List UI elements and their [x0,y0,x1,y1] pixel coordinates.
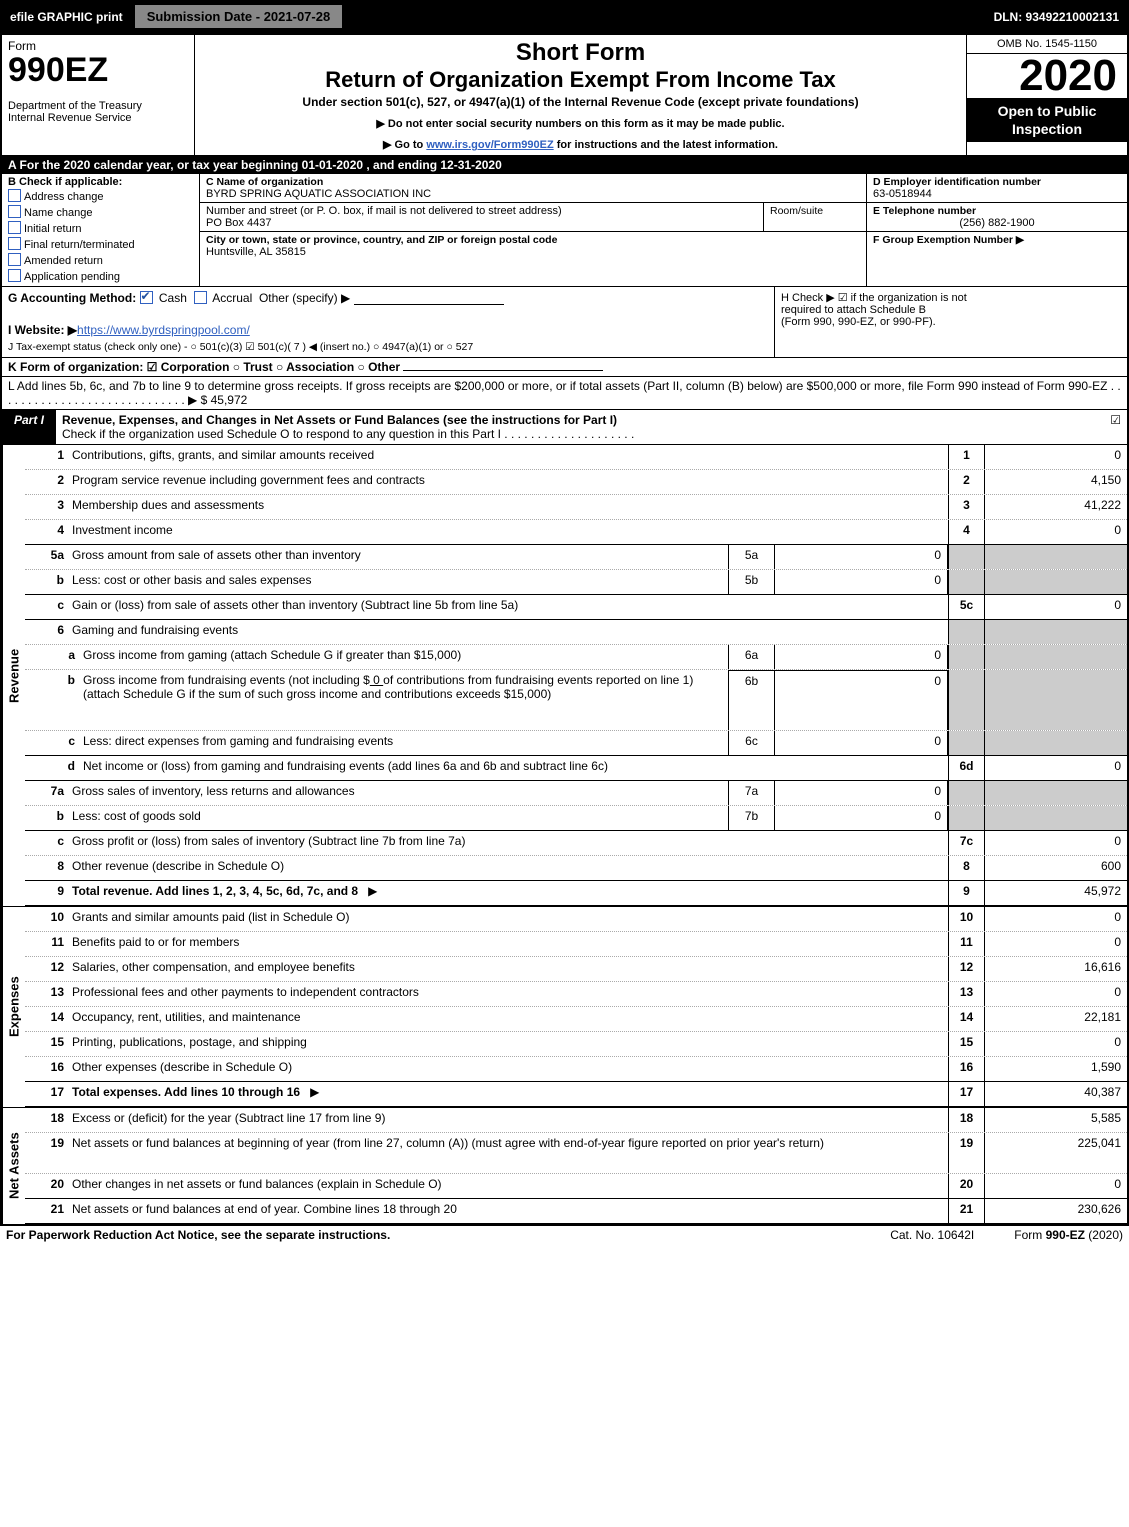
val-9: 45,972 [985,881,1127,905]
val-1: 0 [985,445,1127,469]
efile-label: efile GRAPHIC print [0,6,133,28]
chk-cash[interactable] [140,291,153,304]
sv-6a: 0 [775,645,948,669]
title-return: Return of Organization Exempt From Incom… [201,67,960,93]
val-19: 225,041 [985,1133,1127,1173]
goto-line: ▶ Go to www.irs.gov/Form990EZ for instru… [201,138,960,151]
vtab-netassets: Net Assets [2,1108,25,1224]
room-label: Room/suite [770,205,823,217]
sv-6c: 0 [775,731,948,755]
title-short-form: Short Form [201,39,960,67]
l-gross-receipts: L Add lines 5b, 6c, and 7b to line 9 to … [2,377,1127,410]
chk-amended[interactable] [8,253,21,266]
vtab-expenses: Expenses [2,907,25,1107]
submission-date: Submission Date - 2021-07-28 [133,3,345,30]
f-group-label: F Group Exemption Number ▶ [873,234,1121,246]
section-h: H Check ▶ ☑ if the organization is not r… [774,287,1127,357]
website-link[interactable]: https://www.byrdspringpool.com/ [77,323,250,337]
val-10: 0 [985,907,1127,931]
val-21: 230,626 [985,1199,1127,1223]
i-website-label: I Website: ▶ [8,323,77,337]
tax-year: 2020 [967,54,1127,98]
sv-6b: 0 [775,670,948,730]
org-name: BYRD SPRING AQUATIC ASSOCIATION INC [206,188,860,200]
val-6d: 0 [985,756,1127,780]
header-left: Form 990EZ Department of the Treasury In… [2,35,195,155]
header-mid: Short Form Return of Organization Exempt… [195,35,966,155]
l-val: 45,972 [211,393,248,407]
val-12: 16,616 [985,957,1127,981]
section-def: D Employer identification number 63-0518… [866,174,1127,286]
g-accounting: G Accounting Method: Cash Accrual Other … [8,291,768,305]
val-13: 0 [985,982,1127,1006]
vtab-revenue: Revenue [2,445,25,906]
val-14: 22,181 [985,1007,1127,1031]
val-5c: 0 [985,595,1127,619]
sv-5a: 0 [775,545,948,569]
top-bar: efile GRAPHIC print Submission Date - 20… [0,0,1129,33]
h-line1: H Check ▶ ☑ if the organization is not [781,291,1121,304]
val-8: 600 [985,856,1127,880]
chk-accrual[interactable] [194,291,207,304]
chk-name-change[interactable] [8,205,21,218]
cat-no: Cat. No. 10642I [850,1228,1014,1242]
val-4: 0 [985,520,1127,544]
val-17: 40,387 [985,1082,1127,1106]
department-label: Department of the Treasury Internal Reve… [8,100,188,124]
c-city-label: City or town, state or province, country… [206,234,860,246]
section-b: B Check if applicable: Address change Na… [2,174,200,286]
b-label: B Check if applicable: [8,176,193,188]
section-g-i-j-h: G Accounting Method: Cash Accrual Other … [2,287,1127,358]
part1-check: ☑ [1085,410,1127,444]
val-16: 1,590 [985,1057,1127,1081]
chk-address-change[interactable] [8,189,21,202]
entity-block: B Check if applicable: Address change Na… [2,174,1127,287]
form-footer: Form 990-EZ (2020) [1014,1228,1123,1242]
form-number: 990EZ [8,51,188,90]
e-phone-label: E Telephone number [873,205,1121,217]
form-header: Form 990EZ Department of the Treasury In… [2,35,1127,156]
open-public-badge: Open to Public Inspection [967,98,1127,142]
sv-7a: 0 [775,781,948,805]
org-addr: PO Box 4437 [206,217,757,229]
val-11: 0 [985,932,1127,956]
k-form-org: K Form of organization: ☑ Corporation ○ … [2,358,1127,377]
chk-initial-return[interactable] [8,221,21,234]
row-a-taxyear: A For the 2020 calendar year, or tax yea… [2,156,1127,174]
val-3: 41,222 [985,495,1127,519]
h-line3: (Form 990, 990-EZ, or 990-PF). [781,316,1121,328]
part1-tag: Part I [2,410,56,444]
h-line2: required to attach Schedule B [781,304,1121,316]
val-7c: 0 [985,831,1127,855]
sv-7b: 0 [775,806,948,830]
paperwork-notice: For Paperwork Reduction Act Notice, see … [6,1228,850,1242]
irs-link[interactable]: www.irs.gov/Form990EZ [426,139,553,151]
d-ein-label: D Employer identification number [873,176,1121,188]
header-right: OMB No. 1545-1150 2020 Open to Public In… [966,35,1127,155]
subtitle: Under section 501(c), 527, or 4947(a)(1)… [201,95,960,109]
part1-title: Revenue, Expenses, and Changes in Net As… [56,410,1085,444]
chk-final-return[interactable] [8,237,21,250]
d-ein-val: 63-0518944 [873,188,1121,200]
val-15: 0 [985,1032,1127,1056]
section-c: C Name of organization BYRD SPRING AQUAT… [200,174,866,286]
warn-ssn: ▶ Do not enter social security numbers o… [201,117,960,130]
dln-label: DLN: 93492210002131 [984,6,1129,28]
val-20: 0 [985,1174,1127,1198]
c-addr-label: Number and street (or P. O. box, if mail… [206,205,757,217]
e-phone-val: (256) 882-1900 [873,217,1121,229]
footer-bar: For Paperwork Reduction Act Notice, see … [0,1224,1129,1244]
c-name-label: C Name of organization [206,176,860,188]
part1-bar: Part I Revenue, Expenses, and Changes in… [2,410,1127,445]
other-specify-field[interactable] [354,292,504,305]
chk-app-pending[interactable] [8,269,21,282]
j-tax-exempt: J Tax-exempt status (check only one) - ○… [8,341,768,353]
org-city: Huntsville, AL 35815 [206,246,860,258]
val-18: 5,585 [985,1108,1127,1132]
val-2: 4,150 [985,470,1127,494]
sv-5b: 0 [775,570,948,594]
